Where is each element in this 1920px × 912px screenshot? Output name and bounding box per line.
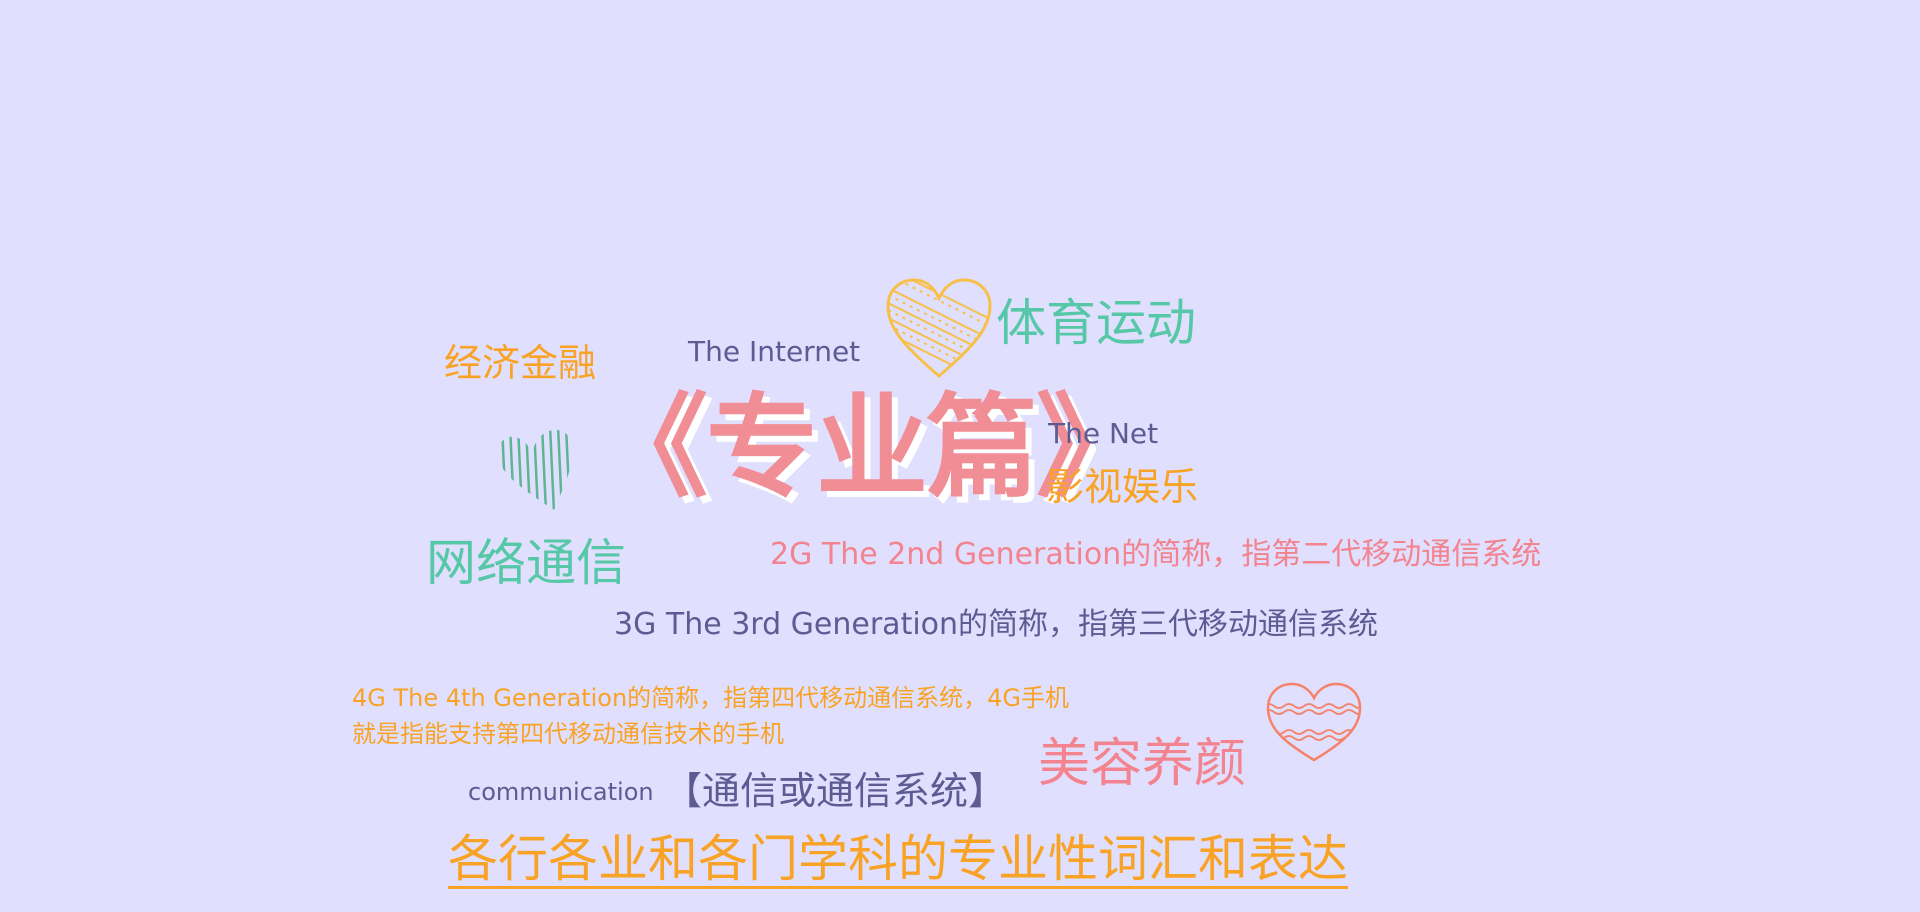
word-net: The Net	[1048, 417, 1159, 450]
heart-yellow-icon	[886, 278, 992, 378]
word-2g: 2G The 2nd Generation的简称，指第二代移动通信系统	[770, 537, 1542, 572]
word-beauty: 美容养颜	[1038, 734, 1247, 794]
word-internet: The Internet	[688, 335, 861, 368]
word-film: 影视娱乐	[1046, 465, 1199, 509]
word-communication-cn: 【通信或通信系统】	[664, 769, 1007, 813]
footer-tagline: 各行各业和各门学科的专业性词汇和表达	[448, 830, 1348, 889]
page-title: 《专业篇》	[596, 383, 1148, 513]
word-communication-en: communication	[468, 778, 654, 806]
heart-coral-icon	[1266, 682, 1362, 762]
heart-green-icon	[500, 430, 572, 510]
word-network: 网络通信	[426, 534, 626, 592]
word-4g-line2: 就是指能支持第四代移动通信技术的手机	[352, 720, 784, 748]
word-sports: 体育运动	[996, 294, 1196, 352]
word-finance: 经济金融	[444, 341, 597, 385]
word-3g: 3G The 3rd Generation的简称，指第三代移动通信系统	[614, 607, 1379, 642]
word-4g-line1: 4G The 4th Generation的简称，指第四代移动通信系统，4G手机	[352, 684, 1070, 712]
